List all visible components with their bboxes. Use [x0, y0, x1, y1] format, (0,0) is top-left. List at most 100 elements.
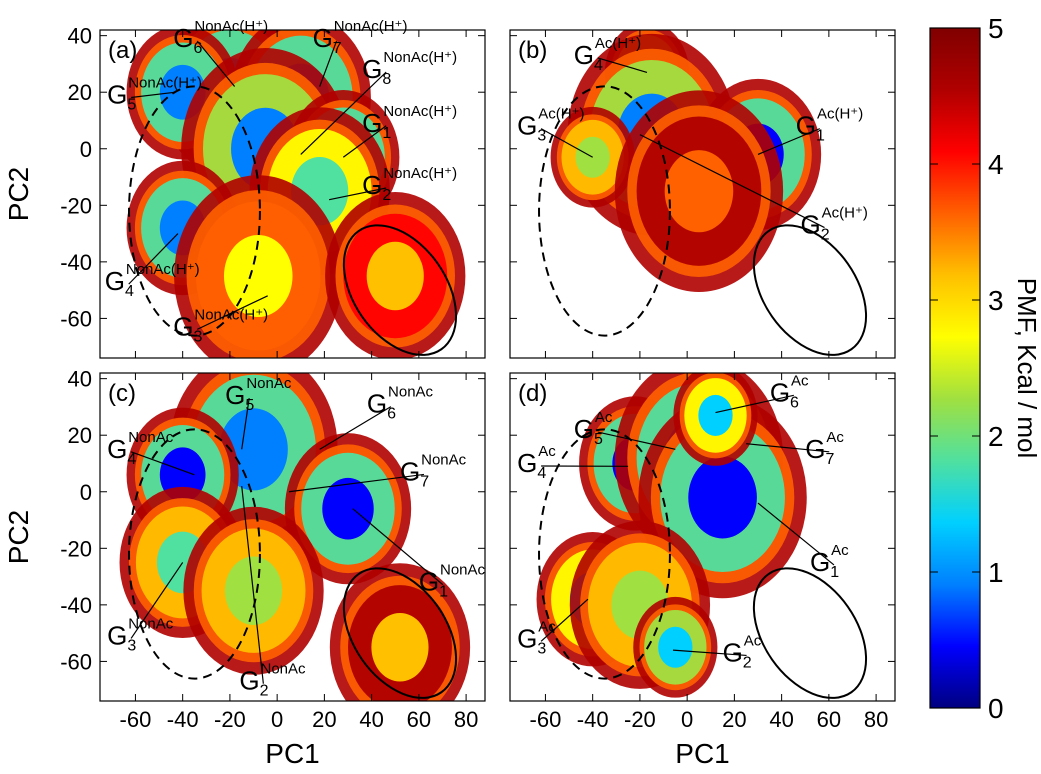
pmf-core-d-3	[698, 394, 733, 436]
state-label: G7NonAc(H⁺)	[313, 18, 408, 57]
state-label: G5Ac	[574, 409, 613, 448]
label-leader	[597, 431, 676, 450]
pmf-core-b-4	[664, 150, 734, 233]
state-label: G2Ac	[723, 632, 762, 671]
panel-frame	[99, 372, 486, 702]
label-leader	[128, 233, 179, 285]
panel-a-surface	[126, 30, 466, 358]
x-axis-label: PC1	[675, 738, 729, 769]
x-tick-label: 0	[271, 707, 283, 732]
state-label: G2Ac(H⁺)	[801, 205, 868, 244]
panel-tag: (c)	[108, 380, 136, 407]
colorbar-tick-label: 3	[988, 285, 1004, 316]
x-tick-label: 60	[407, 707, 431, 732]
state-label: G1Ac(H⁺)	[796, 106, 863, 145]
panels: 40 20 0 -20 -40 -60 (a) PC2 G6NonAc(H⁺) G7NonAc(H…	[3, 18, 896, 769]
colorbar-tick-label: 4	[988, 149, 1004, 180]
pmf-core-a-8	[366, 241, 424, 311]
state-label: G6NonAc(H⁺)	[173, 18, 268, 57]
dashed-ellipse	[128, 428, 261, 680]
panel-a: 40 20 0 -20 -40 -60 (a) PC2 G6NonAc(H⁺) G7NonAc(H…	[3, 18, 486, 359]
y-tick-label: 0	[80, 137, 92, 162]
label-leader	[319, 40, 338, 87]
state-label: G3NonAc(H⁺)	[173, 306, 268, 345]
dashed-ellipse	[128, 85, 261, 337]
pmf-core-d-6	[658, 626, 693, 668]
label-leader	[352, 508, 444, 586]
solid-ellipse	[342, 567, 458, 699]
panel-tag: (a)	[108, 37, 137, 64]
state-label: G1Ac	[810, 542, 849, 581]
y-tick-label: 40	[68, 24, 92, 49]
y-tick-label: 0	[80, 480, 92, 505]
label-leader	[757, 502, 835, 566]
label-leader	[131, 91, 176, 99]
state-label: G1NonAc(H⁺)	[362, 103, 457, 142]
x-tick-label: -20	[214, 707, 246, 732]
state-label: G6Ac	[770, 372, 809, 411]
y-tick-label: 40	[68, 367, 92, 392]
panel-tag: (b)	[518, 37, 547, 64]
state-label: G3NonAc	[107, 615, 174, 654]
colorbar: 0 1 2 3 4 5 PMF, Kcal / mol	[929, 13, 1041, 724]
label-leader	[130, 451, 195, 476]
x-tick-label: -60	[120, 707, 152, 732]
x-tick-label: -40	[577, 707, 609, 732]
panel-d-surface	[536, 373, 868, 699]
state-label: G6NonAc	[367, 384, 434, 423]
state-label: G4Ac	[517, 443, 556, 482]
panel-frame	[99, 29, 486, 359]
x-axis-label: PC1	[265, 738, 319, 769]
panel-c: -60 -40 -20 0 20 40 60 80 40 20 0 -20 -40 -60 (c) PC2 PC…	[3, 367, 486, 769]
pmf-core-d-2	[688, 456, 757, 539]
x-tick-label: 40	[359, 707, 383, 732]
pmf-core-c-5	[371, 613, 429, 682]
x-tick-label: 80	[864, 707, 888, 732]
label-leader	[130, 562, 184, 639]
y-axis-label: PC2	[3, 510, 34, 564]
label-leader	[328, 187, 387, 201]
y-tick-label: -60	[60, 306, 92, 331]
state-label: G5NonAc(H⁺)	[107, 75, 202, 114]
pmf-core-a-7	[223, 234, 293, 318]
dashed-ellipse	[538, 85, 671, 337]
solid-ellipse	[752, 567, 868, 699]
x-tick-label: 60	[817, 707, 841, 732]
x-tick-label: 80	[454, 707, 478, 732]
y-tick-label: -20	[60, 536, 92, 561]
pmf-core-c-2	[322, 477, 374, 540]
x-tick-label: 20	[312, 707, 336, 732]
label-leader	[241, 398, 250, 450]
state-label: G3Ac	[517, 618, 556, 657]
panel-frame	[509, 29, 896, 359]
y-tick-label: -40	[60, 593, 92, 618]
label-leader	[746, 443, 830, 453]
colorbar-tick-label: 5	[988, 13, 1004, 44]
panel-tag: (d)	[518, 380, 547, 407]
x-tick-label: 40	[769, 707, 793, 732]
label-leader	[288, 473, 425, 493]
solid-ellipse	[342, 224, 458, 356]
panel-b-surface	[538, 30, 868, 356]
label-leader	[715, 394, 794, 414]
x-tick-label: -40	[167, 707, 199, 732]
colorbar-gradient	[929, 27, 981, 709]
label-leader	[342, 125, 387, 158]
state-label: G3Ac(H⁺)	[517, 106, 584, 145]
colorbar-tick-label: 2	[988, 421, 1004, 452]
state-label: G4NonAc	[107, 429, 174, 468]
label-leader	[319, 406, 392, 450]
panel-b: (b) G4Ac(H⁺) G3Ac(H⁺) G1Ac(H⁺) G2Ac(H⁺)	[509, 29, 896, 359]
y-tick-label: 20	[68, 423, 92, 448]
solid-ellipse	[752, 224, 868, 356]
panel-frame	[509, 372, 896, 702]
dashed-ellipse	[538, 428, 671, 680]
state-label: G1NonAc	[419, 562, 486, 601]
label-leader	[196, 295, 268, 330]
label-leader	[540, 598, 589, 642]
panel-d: -60 -40 -20 0 20 40 60 80 (d) PC1 G6Ac G5Ac G7Ac G4Ac…	[509, 372, 896, 769]
colorbar-tick-label: 1	[988, 557, 1004, 588]
state-label: G8NonAc(H⁺)	[362, 49, 457, 88]
state-label: G2NonAc(H⁺)	[362, 165, 457, 204]
